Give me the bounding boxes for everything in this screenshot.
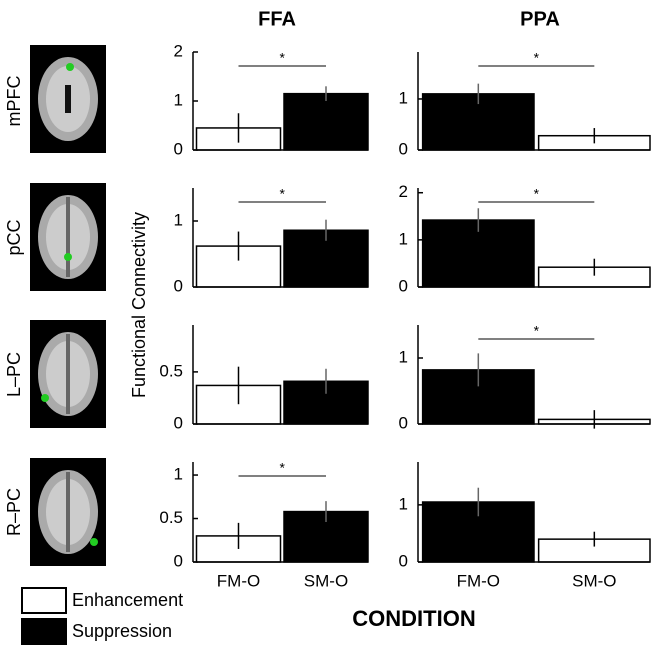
y-tick-label: 1 bbox=[174, 90, 183, 109]
brain-image bbox=[30, 183, 106, 291]
significance-label: * bbox=[280, 50, 286, 66]
x-tick-label: SM-O bbox=[304, 571, 348, 590]
row-label: L–PC bbox=[4, 352, 24, 397]
x-tick-label: FM-O bbox=[457, 571, 500, 590]
y-tick-label: 1 bbox=[399, 229, 408, 248]
significance-label: * bbox=[280, 186, 286, 202]
y-tick-label: 0 bbox=[174, 551, 183, 570]
row-label: R–PC bbox=[4, 488, 24, 536]
y-tick-label: 1 bbox=[399, 347, 408, 366]
x-axis-label: CONDITION bbox=[352, 606, 475, 631]
significance-label: * bbox=[280, 460, 286, 476]
y-tick-label: 1 bbox=[174, 210, 183, 229]
legend-swatch bbox=[22, 619, 66, 644]
legend-label: Enhancement bbox=[72, 590, 183, 610]
x-tick-label: SM-O bbox=[572, 571, 616, 590]
legend-label: Suppression bbox=[72, 621, 172, 641]
bar bbox=[284, 94, 368, 150]
row-label: mPFC bbox=[4, 76, 24, 127]
y-tick-label: 2 bbox=[399, 182, 408, 201]
figure: FFA PPA Functional Connectivity CONDITIO… bbox=[0, 0, 657, 648]
y-tick-label: 0 bbox=[399, 276, 408, 295]
row-label: pCC bbox=[4, 219, 24, 255]
y-tick-label: 1 bbox=[174, 465, 183, 484]
brain-images bbox=[30, 45, 106, 566]
y-tick-label: 1 bbox=[399, 494, 408, 513]
y-tick-label: 0.5 bbox=[159, 508, 183, 527]
column-title: PPA bbox=[520, 8, 560, 30]
significance-label: * bbox=[534, 323, 540, 339]
legend-swatch bbox=[22, 588, 66, 613]
significance-label: * bbox=[534, 50, 540, 66]
brain-image bbox=[30, 45, 106, 153]
y-tick-label: 0 bbox=[174, 276, 183, 295]
y-tick-label: 1 bbox=[399, 88, 408, 107]
y-tick-label: 0 bbox=[174, 139, 183, 158]
brain-image bbox=[30, 320, 106, 428]
y-tick-label: 0 bbox=[399, 413, 408, 432]
y-tick-label: 0 bbox=[399, 139, 408, 158]
y-tick-label: 0 bbox=[174, 413, 183, 432]
y-tick-label: 2 bbox=[174, 41, 183, 60]
y-tick-label: 0 bbox=[399, 551, 408, 570]
column-title: FFA bbox=[258, 8, 296, 30]
brain-image bbox=[30, 458, 106, 566]
y-tick-label: 0.5 bbox=[159, 361, 183, 380]
x-tick-label: FM-O bbox=[217, 571, 260, 590]
significance-label: * bbox=[534, 186, 540, 202]
y-axis-label: Functional Connectivity bbox=[129, 212, 149, 398]
